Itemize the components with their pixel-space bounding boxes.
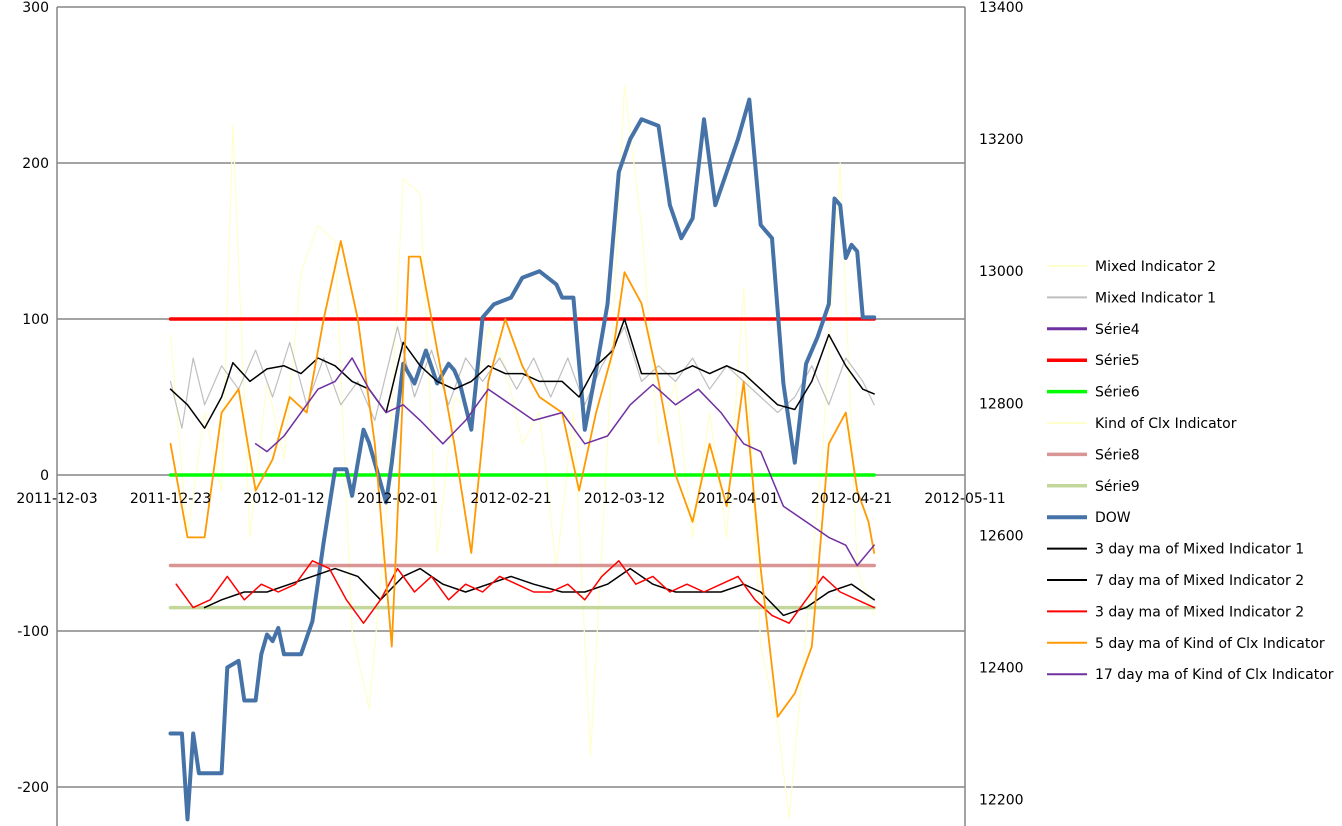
y-left-tick-label: -100 xyxy=(17,624,49,640)
legend-label: 17 day ma of Kind of Clx Indicator xyxy=(1095,667,1334,683)
x-tick-label: 2012-01-12 xyxy=(243,491,324,507)
x-tick-label: 2012-05-11 xyxy=(924,491,1005,507)
legend-label: Série5 xyxy=(1095,353,1140,369)
legend-label: Mixed Indicator 1 xyxy=(1095,290,1216,306)
tick-labels: 300 200 100 0 -100 -200 13400 13200 13000 12800 12… xyxy=(16,0,1023,809)
legend-label: 3 day ma of Mixed Indicator 1 xyxy=(1095,542,1304,558)
series-lines xyxy=(168,84,877,822)
legend-label: Série6 xyxy=(1095,385,1140,401)
x-tick-label: 2012-03-12 xyxy=(584,491,665,507)
series-line xyxy=(254,357,875,567)
y-left-tick-label: 0 xyxy=(40,468,49,484)
y-right-tick-label: 12200 xyxy=(979,793,1024,809)
y-right-tick-label: 13400 xyxy=(979,0,1024,16)
series-line xyxy=(203,567,875,617)
series-line xyxy=(169,84,875,819)
series-line xyxy=(175,560,875,624)
y-right-tick-label: 13000 xyxy=(979,264,1024,280)
y-left-tick-label: -200 xyxy=(17,780,49,796)
series-line xyxy=(169,318,875,429)
legend-label: Kind of Clx Indicator xyxy=(1095,416,1237,432)
legend-label: Série9 xyxy=(1095,479,1140,495)
series-line xyxy=(169,326,875,429)
legend-label: 5 day ma of Kind of Clx Indicator xyxy=(1095,636,1325,652)
series-line xyxy=(168,97,877,822)
y-left-tick-label: 100 xyxy=(22,312,49,328)
y-left-tick-label: 200 xyxy=(22,156,49,172)
legend-label: Série4 xyxy=(1095,322,1140,338)
legend-label: 7 day ma of Mixed Indicator 2 xyxy=(1095,573,1304,589)
legend-label: 3 day ma of Mixed Indicator 2 xyxy=(1095,604,1304,620)
y-right-tick-label: 13200 xyxy=(979,132,1024,148)
series-line xyxy=(169,240,876,718)
y-right-tick-label: 12400 xyxy=(979,660,1024,676)
x-tick-label: 2012-02-01 xyxy=(357,491,438,507)
y-left-tick-label: 300 xyxy=(22,0,49,16)
x-tick-label: 2011-12-23 xyxy=(130,491,211,507)
x-tick-label: 2011-12-03 xyxy=(16,491,97,507)
legend: Mixed Indicator 2 Mixed Indicator 1 Série4… xyxy=(1047,259,1334,683)
legend-label: Série8 xyxy=(1095,447,1140,463)
x-tick-label: 2012-02-21 xyxy=(470,491,551,507)
y-right-tick-label: 12600 xyxy=(979,528,1024,544)
y-right-tick-label: 12800 xyxy=(979,396,1024,412)
x-tick-label: 2012-04-21 xyxy=(811,491,892,507)
legend-label: Mixed Indicator 2 xyxy=(1095,259,1216,275)
x-tick-label: 2012-04-01 xyxy=(697,491,778,507)
axes xyxy=(56,7,966,826)
legend-label: DOW xyxy=(1095,510,1131,526)
